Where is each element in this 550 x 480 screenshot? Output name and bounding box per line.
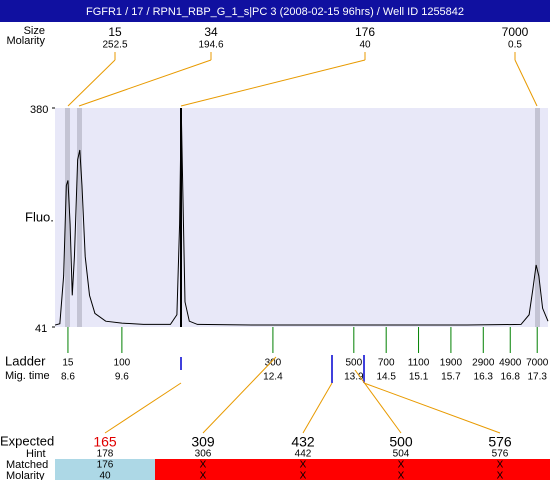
title-bar (0, 0, 550, 22)
peak-size: 7000 (502, 25, 529, 39)
molarity-value: X (497, 471, 504, 480)
y-tick-label: 380 (30, 104, 48, 116)
hint-label: Hint (26, 448, 46, 460)
peak-band (65, 108, 70, 327)
peak-connector (67, 59, 116, 107)
ladder-time: 14.5 (376, 372, 396, 383)
ladder-time: 13.9 (344, 372, 364, 383)
ladder-time: 9.6 (115, 372, 129, 383)
ladder-size: 700 (378, 358, 395, 369)
peak-size: 176 (355, 25, 375, 39)
ladder-time: 8.6 (61, 372, 75, 383)
expected-connector (302, 382, 333, 434)
ladder-size: 500 (345, 358, 362, 369)
y-tick-label: 41 (35, 323, 47, 335)
ladder-size: 2900 (472, 358, 495, 369)
matched-cell (55, 459, 155, 480)
ladder-size: 100 (114, 358, 131, 369)
peak-band (77, 108, 82, 327)
peak-molarity: 194.6 (198, 40, 223, 51)
ladder-label: Ladder (5, 353, 46, 368)
hint-value: 504 (393, 449, 410, 460)
molarity-value: X (200, 471, 207, 480)
ladder-size: 4900 (499, 358, 522, 369)
expected-connector (104, 382, 182, 434)
expected-value: 432 (291, 434, 315, 450)
expected-connector (202, 356, 277, 434)
ladder-size: 1900 (440, 358, 463, 369)
matched-value: X (497, 460, 504, 471)
expected-value: 576 (488, 434, 512, 450)
hint-value: 178 (97, 449, 114, 460)
expected-connector (363, 382, 501, 434)
expected-value: 309 (191, 434, 215, 450)
ladder-size: 15 (62, 358, 74, 369)
peak-connector (180, 59, 366, 107)
ladder-time: 15.1 (409, 372, 429, 383)
ladder-size: 300 (265, 358, 282, 369)
molarity-value: X (300, 471, 307, 480)
peak-connector (78, 59, 212, 107)
peak-molarity: 0.5 (508, 40, 522, 51)
matched-value: X (398, 460, 405, 471)
ladder-size: 1100 (408, 358, 430, 369)
matched-value: 176 (97, 460, 114, 471)
ladder-time: 16.8 (501, 372, 521, 383)
peaks-size-label: Size (24, 25, 45, 37)
hint-value: 442 (295, 449, 312, 460)
unmatched-cells (155, 459, 550, 480)
expected-value: 165 (93, 434, 117, 450)
expected-label: Expected (0, 433, 54, 448)
mig-time-label: Mig. time (5, 370, 50, 382)
expected-connector (354, 369, 402, 434)
molarity-value: X (398, 471, 405, 480)
expected-value: 500 (389, 434, 413, 450)
ladder-time: 15.7 (441, 372, 461, 383)
peaks-molarity-label: Molarity (6, 35, 45, 47)
peak-size: 34 (204, 25, 218, 39)
ladder-time: 12.4 (263, 372, 283, 383)
molarity-value: 40 (99, 471, 111, 480)
y-axis-label: Fluo. (25, 209, 54, 224)
ladder-size: 7000 (526, 358, 549, 369)
plot-area (55, 108, 548, 327)
matched-value: X (300, 460, 307, 471)
hint-value: 306 (195, 449, 212, 460)
matched-label: Matched (6, 459, 48, 471)
peak-molarity: 252.5 (102, 40, 127, 51)
title: FGFR1 / 17 / RPN1_RBP_G_1_s|PC 3 (2008-0… (86, 6, 464, 18)
molarity-label: Molarity (6, 470, 45, 480)
peak-molarity: 40 (359, 40, 371, 51)
hint-value: 576 (492, 449, 509, 460)
trace (54, 107, 549, 326)
ladder-time: 17.3 (527, 372, 547, 383)
ladder-time: 16.3 (474, 372, 494, 383)
peak-connector (514, 59, 538, 107)
matched-value: X (200, 460, 207, 471)
peak-size: 15 (108, 25, 122, 39)
peak-band (535, 108, 540, 327)
